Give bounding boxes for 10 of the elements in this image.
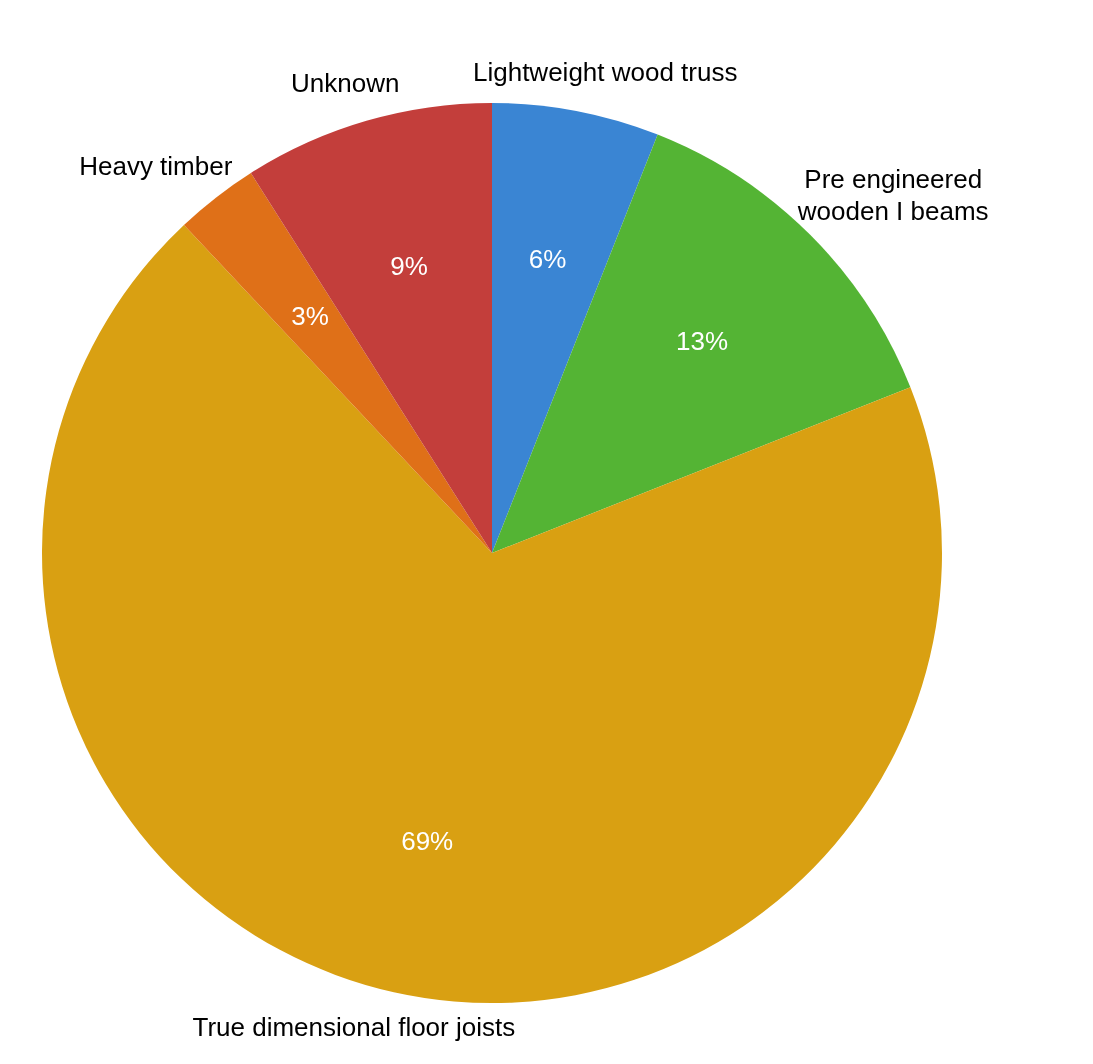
slice-label: Pre engineered wooden I beams [796,163,989,226]
slice-label: True dimensional floor joists [192,1012,516,1043]
slice-label: Unknown [291,67,400,98]
data-label: 69% [401,826,454,857]
data-label: 3% [291,301,329,332]
data-label: 13% [675,326,729,357]
slice-label: Heavy timber [79,150,233,181]
slice-label: Lightweight wood truss [472,56,738,87]
data-label: 9% [390,250,428,281]
data-label: 6% [528,244,567,275]
